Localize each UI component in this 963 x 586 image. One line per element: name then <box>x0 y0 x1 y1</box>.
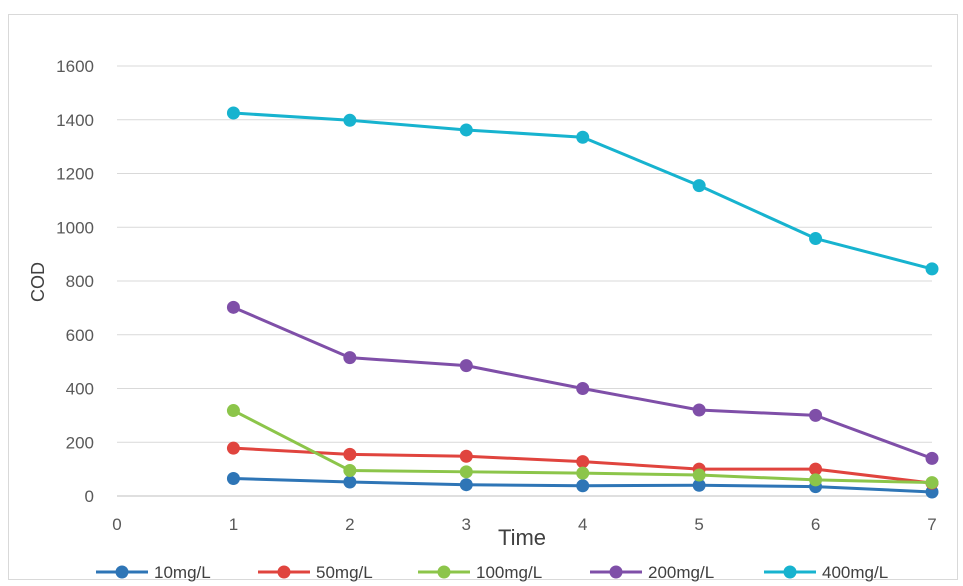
gridlines <box>117 65 932 497</box>
data-point-50mg-l <box>459 449 473 463</box>
legend-label-100mg-l: 100mg/L <box>476 563 542 582</box>
data-point-200mg-l <box>925 451 939 465</box>
data-point-10mg-l <box>343 475 357 489</box>
y-axis-title: COD <box>28 262 48 302</box>
data-point-100mg-l <box>226 404 240 418</box>
data-point-200mg-l <box>226 300 240 314</box>
y-tick-label: 0 <box>85 487 94 506</box>
legend: 10mg/L 50mg/L 100mg/L 200mg/L 400mg/L <box>96 563 888 582</box>
x-tick-label: 4 <box>578 515 587 534</box>
data-point-400mg-l <box>925 262 939 276</box>
data-point-200mg-l <box>692 403 706 417</box>
x-axis-ticks: 0 1 2 3 4 5 6 7 <box>112 515 936 534</box>
legend-label-10mg-l: 10mg/L <box>154 563 211 582</box>
x-tick-label: 0 <box>112 515 121 534</box>
data-point-400mg-l <box>809 232 823 246</box>
x-tick-label: 3 <box>462 515 471 534</box>
data-point-10mg-l <box>576 479 590 493</box>
data-point-200mg-l <box>576 382 590 395</box>
y-tick-label: 1400 <box>56 111 94 130</box>
legend-label-50mg-l: 50mg/L <box>316 563 373 582</box>
y-tick-label: 1000 <box>56 218 94 237</box>
data-point-400mg-l <box>459 123 473 137</box>
legend-marker-50mg-l <box>277 565 291 579</box>
legend-label-400mg-l: 400mg/L <box>822 563 888 582</box>
legend-marker-10mg-l <box>115 565 129 579</box>
data-point-10mg-l <box>226 472 240 486</box>
data-point-400mg-l <box>226 106 240 120</box>
data-point-10mg-l <box>459 478 473 492</box>
data-point-100mg-l <box>576 466 590 480</box>
x-axis-title: Time <box>498 525 546 550</box>
data-point-400mg-l <box>692 179 706 193</box>
data-point-400mg-l <box>576 130 590 144</box>
y-tick-label: 200 <box>66 433 94 452</box>
data-point-200mg-l <box>459 359 473 373</box>
x-tick-label: 1 <box>229 515 238 534</box>
data-point-50mg-l <box>343 447 357 461</box>
x-tick-label: 6 <box>811 515 820 534</box>
y-tick-label: 800 <box>66 272 94 291</box>
x-tick-label: 5 <box>694 515 703 534</box>
y-axis-ticks: 0 200 400 600 800 1000 1200 1400 1600 <box>56 57 94 506</box>
data-point-100mg-l <box>925 476 939 490</box>
data-point-50mg-l <box>576 455 590 469</box>
legend-marker-400mg-l <box>783 565 797 579</box>
data-point-100mg-l <box>692 468 706 482</box>
y-tick-label: 600 <box>66 326 94 345</box>
y-tick-label: 400 <box>66 380 94 399</box>
data-point-200mg-l <box>809 408 823 422</box>
y-tick-label: 1200 <box>56 165 94 184</box>
data-point-100mg-l <box>343 463 357 477</box>
legend-marker-100mg-l <box>437 565 451 579</box>
legend-marker-200mg-l <box>609 565 623 579</box>
data-point-50mg-l <box>809 462 823 476</box>
data-point-200mg-l <box>343 351 357 365</box>
legend-label-200mg-l: 200mg/L <box>648 563 714 582</box>
x-tick-label: 2 <box>345 515 354 534</box>
data-point-50mg-l <box>226 441 240 455</box>
data-point-10mg-l <box>692 478 706 492</box>
x-tick-label: 7 <box>927 515 936 534</box>
data-point-400mg-l <box>343 113 357 127</box>
y-tick-label: 1600 <box>56 57 94 76</box>
data-point-100mg-l <box>459 465 473 479</box>
data-point-100mg-l <box>809 473 823 487</box>
series-lines <box>226 106 939 499</box>
